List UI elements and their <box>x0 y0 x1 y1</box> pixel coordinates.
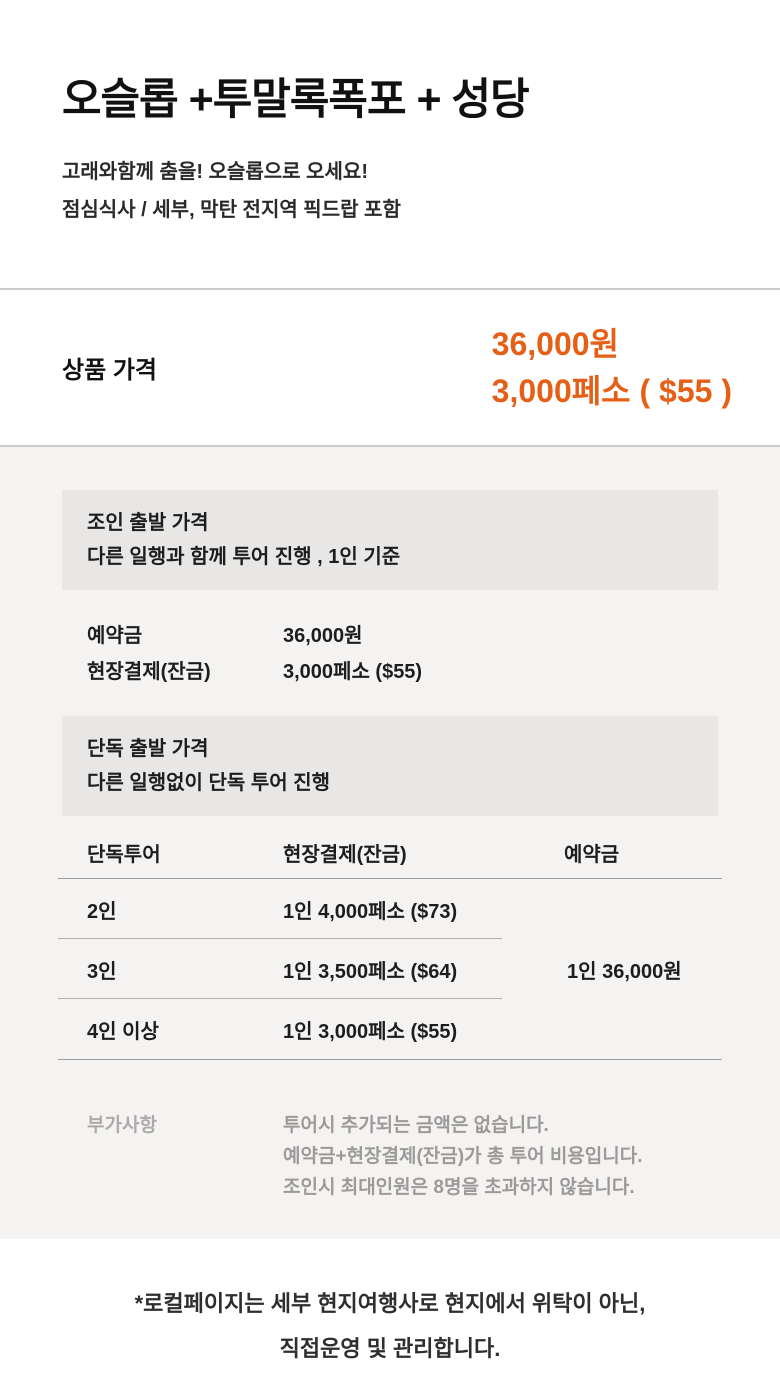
price-summary-values: 36,000원 3,000페소 ( $55 ) <box>492 321 732 415</box>
disclaimer-line: 직접운영 및 관리합니다. <box>279 1336 501 1361</box>
notes-block: 부가사항 투어시 추가되는 금액은 없습니다. 예약금+현장결제(잔금)가 총 … <box>58 1110 722 1203</box>
disclaimer-line: *로컬페이지는 세부 현지여행사로 현지에서 위탁이 아닌, <box>134 1291 646 1316</box>
solo-row-people: 4인 이상 <box>87 1020 159 1043</box>
price-peso: 3,000페소 ( $55 ) <box>491 372 732 409</box>
notes-label: 부가사항 <box>87 1115 157 1136</box>
join-deposit-label: 예약금 <box>87 625 143 647</box>
solo-row-people: 2인 <box>87 900 117 923</box>
table-row: 4인 이상 1인 3,000페소 ($55) <box>58 999 722 1059</box>
table-row: 3인 1인 3,500페소 ($64) <box>58 939 722 999</box>
join-payment-rows: 예약금 36,000원 현장결제(잔금) 3,000페소 ($55) <box>58 618 722 690</box>
join-deposit-row: 예약금 36,000원 <box>87 618 722 654</box>
product-header: 오슬롭 +투말록폭포 + 성당 고래와함께 춤을! 오슬롭으로 오세요! 점심식… <box>0 0 780 288</box>
join-price-box-title: 조인 출발 가격 <box>87 512 209 534</box>
join-price-box-subtitle: 다른 일행과 함께 투어 진행 , 1인 기준 <box>87 546 401 568</box>
note-line: 예약금+현장결제(잔금)가 총 투어 비용입니다. <box>283 1146 643 1167</box>
join-deposit-value: 36,000원 <box>283 625 363 647</box>
solo-table-header-onsite: 현장결제(잔금) <box>283 844 407 866</box>
note-line: 투어시 추가되는 금액은 없습니다. <box>283 1115 549 1136</box>
product-subtitles: 고래와함께 춤을! 오슬롭으로 오세요! 점심식사 / 세부, 막탄 전지역 픽… <box>62 153 718 229</box>
solo-table-header-people: 단독투어 <box>87 844 161 866</box>
solo-row-onsite: 1인 4,000페소 ($73) <box>283 900 458 923</box>
product-subtitle-line: 고래와함께 춤을! 오슬롭으로 오세요! <box>62 161 368 183</box>
solo-price-box-title: 단독 출발 가격 <box>87 738 209 760</box>
solo-table-header: 단독투어 현장결제(잔금) 예약금 <box>58 838 722 879</box>
solo-row-onsite: 1인 3,500페소 ($64) <box>283 960 458 983</box>
solo-table-body: 2인 1인 4,000페소 ($73) 3인 1인 3,500페소 ($64) … <box>58 879 722 1060</box>
note-line: 조인시 최대인원은 8명을 초과하지 않습니다. <box>283 1177 635 1198</box>
solo-price-box-subtitle: 다른 일행없이 단독 투어 진행 <box>87 772 331 794</box>
solo-row-onsite: 1인 3,000페소 ($55) <box>283 1020 458 1043</box>
price-summary-section: 상품 가격 36,000원 3,000페소 ( $55 ) <box>0 288 780 447</box>
price-summary-label: 상품 가격 <box>62 357 157 384</box>
join-price-box: 조인 출발 가격 다른 일행과 함께 투어 진행 , 1인 기준 <box>62 490 718 590</box>
solo-row-people: 3인 <box>87 960 117 983</box>
product-title: 오슬롭 +투말록폭포 + 성당 <box>62 76 530 124</box>
solo-price-box: 단독 출발 가격 다른 일행없이 단독 투어 진행 <box>62 716 718 816</box>
solo-deposit-merged-cell: 1인 36,000원 <box>567 960 682 983</box>
join-onsite-value: 3,000페소 ($55) <box>283 661 423 683</box>
pricing-detail-section: 조인 출발 가격 다른 일행과 함께 투어 진행 , 1인 기준 예약금 36,… <box>0 447 780 1239</box>
join-onsite-row: 현장결제(잔금) 3,000페소 ($55) <box>87 654 722 690</box>
solo-table-header-deposit: 예약금 <box>564 844 620 866</box>
notes-list: 투어시 추가되는 금액은 없습니다. 예약금+현장결제(잔금)가 총 투어 비용… <box>283 1110 643 1203</box>
table-row: 2인 1인 4,000페소 ($73) <box>58 879 722 939</box>
join-onsite-label: 현장결제(잔금) <box>87 661 211 683</box>
local-agency-disclaimer: *로컬페이지는 세부 현지여행사로 현지에서 위탁이 아닌, 직접운영 및 관리… <box>0 1239 780 1371</box>
price-krw: 36,000원 <box>491 325 619 362</box>
product-subtitle-line: 점심식사 / 세부, 막탄 전지역 픽드랍 포함 <box>62 199 401 221</box>
